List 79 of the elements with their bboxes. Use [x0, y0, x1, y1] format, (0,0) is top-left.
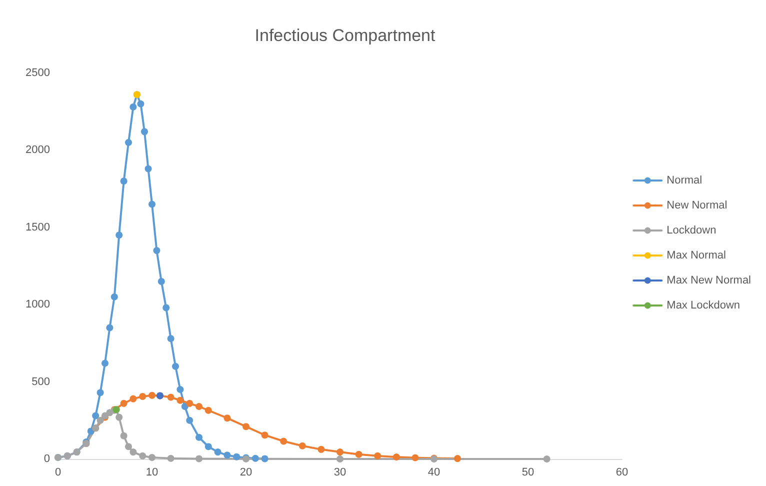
point: [144, 165, 152, 172]
point: [116, 232, 123, 239]
point: [148, 392, 156, 399]
x-tick-label: 30: [334, 466, 346, 478]
point: [137, 100, 144, 108]
point: [102, 360, 108, 367]
point: [204, 443, 212, 450]
legend-label: Normal: [666, 174, 702, 186]
y-tick-label: 2000: [26, 144, 50, 156]
point: [336, 448, 344, 456]
point: [392, 453, 400, 460]
point: [214, 448, 222, 456]
point: [196, 455, 202, 462]
y-tick-label: 500: [32, 376, 50, 388]
legend-label: Max Normal: [666, 250, 726, 262]
point: [172, 362, 179, 370]
point: [167, 335, 174, 342]
point: [148, 200, 156, 208]
point: [106, 324, 114, 332]
point: [196, 434, 202, 441]
point: [125, 138, 132, 146]
point: [158, 278, 165, 285]
point: [252, 454, 259, 462]
point: [92, 412, 100, 420]
point: [186, 416, 194, 424]
point: [224, 452, 231, 459]
point: [96, 389, 104, 396]
point: [116, 414, 123, 421]
y-tick-label: 1500: [26, 221, 50, 234]
point: [96, 416, 104, 424]
point: [233, 453, 240, 460]
point: [280, 438, 288, 445]
point: [140, 128, 148, 136]
point: [110, 293, 118, 300]
point: [130, 448, 137, 456]
x-tick-label: 10: [146, 466, 158, 478]
point: [167, 454, 174, 462]
point: [176, 386, 184, 394]
point: [186, 400, 194, 407]
point: [148, 454, 156, 461]
point: [543, 456, 550, 462]
x-tick-label: 60: [616, 466, 628, 478]
point: [130, 103, 137, 110]
y-tick-label: 0: [44, 453, 50, 465]
legend-label: New Normal: [666, 200, 728, 212]
point: [261, 432, 268, 439]
x-tick-label: 50: [522, 466, 534, 478]
point: [261, 455, 268, 462]
point: [120, 178, 128, 185]
chart-title: Infectious Compartment: [254, 26, 436, 45]
point: [374, 452, 382, 460]
x-tick-label: 20: [240, 466, 252, 478]
point: [298, 442, 306, 450]
legend-label: Lockdown: [666, 224, 716, 236]
point: [139, 392, 146, 400]
x-tick-label: 0: [54, 466, 62, 478]
point: [120, 400, 128, 407]
point: [355, 450, 362, 458]
point: [125, 443, 132, 450]
point: [196, 403, 202, 410]
legend-label: Max Lockdown: [666, 300, 740, 312]
point: [318, 446, 325, 453]
point: [454, 455, 461, 462]
point: [167, 394, 174, 401]
point: [204, 406, 212, 414]
y-tick-label: 2500: [26, 67, 50, 79]
point: [412, 454, 419, 462]
y-tick-label: 1000: [26, 298, 50, 311]
point: [242, 423, 250, 430]
point: [224, 414, 231, 422]
legend-label: Max New Normal: [666, 274, 752, 286]
point: [130, 395, 137, 402]
point: [120, 432, 128, 440]
point: [162, 304, 170, 312]
point: [139, 452, 146, 460]
point: [153, 247, 160, 254]
point: [176, 396, 184, 404]
x-tick-label: 40: [428, 466, 440, 478]
point: [336, 456, 344, 462]
